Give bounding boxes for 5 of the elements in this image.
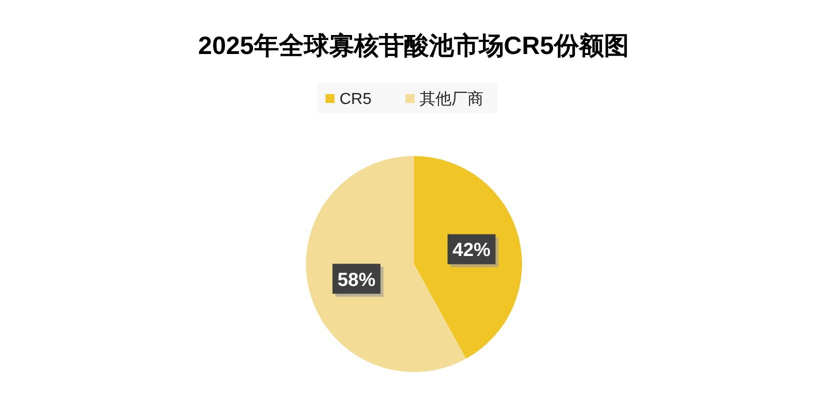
legend-label: 其他厂商: [420, 90, 484, 108]
legend-label: CR5: [340, 91, 372, 108]
data-label: 42%: [452, 240, 491, 262]
data-label: 58%: [337, 270, 376, 291]
chart-title: 2025年全球寡核苷酸池市场CR5份额图: [198, 32, 629, 60]
